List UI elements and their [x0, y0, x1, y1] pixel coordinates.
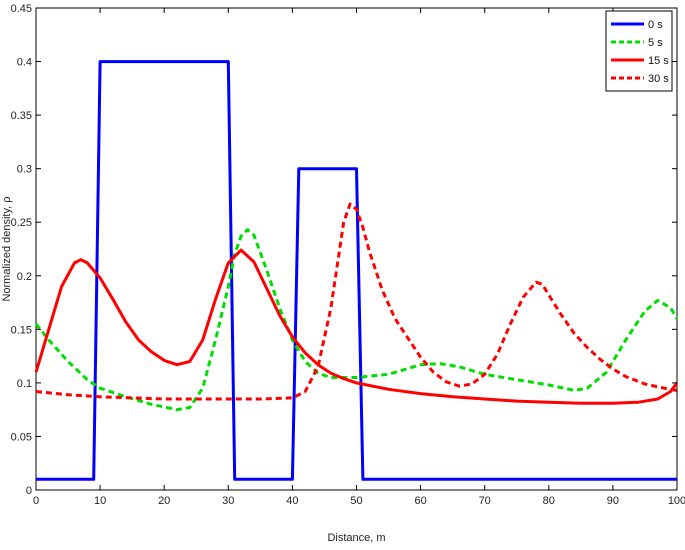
- y-axis-label: Normalized density, ρ: [1, 196, 13, 301]
- legend-label-3: 30 s: [648, 73, 669, 85]
- y-tick-label: 0.25: [11, 217, 32, 229]
- x-tick-label: 70: [479, 495, 491, 507]
- x-tick-label: 30: [222, 495, 234, 507]
- x-axis-label: Distance, m: [327, 532, 385, 544]
- series-line-2: [34, 248, 679, 405]
- y-tick-label: 0: [26, 485, 32, 497]
- y-tick-label: 0.35: [11, 110, 32, 122]
- series-line-3: [35, 202, 678, 401]
- x-tick-label: 0: [33, 495, 39, 507]
- y-tick-label: 0.2: [17, 271, 32, 283]
- y-tick-label: 0.4: [17, 57, 32, 69]
- y-tick-label: 0.3: [17, 164, 32, 176]
- y-tick-label: 0.15: [11, 324, 32, 336]
- ticks-layer: 0 10 20 30 40 50 60 70 80 90 100 0 0.05 0.1 0.15 0.2 0.2…: [11, 3, 685, 507]
- plot-frame: [35, 7, 678, 491]
- y-tick-label: 0.45: [11, 3, 32, 15]
- x-tick-label: 50: [350, 495, 362, 507]
- legend: 0 s 5 s 15 s 30 s: [605, 10, 673, 92]
- plot-area: [35, 7, 678, 491]
- legend-label-0: 0 s: [648, 19, 663, 31]
- x-tick-label: 80: [543, 495, 555, 507]
- x-tick-label: 60: [414, 495, 426, 507]
- x-tick-label: 90: [607, 495, 619, 507]
- legend-label-2: 15 s: [648, 55, 669, 67]
- x-tick-label: 20: [158, 495, 170, 507]
- y-tick-label: 0.1: [17, 378, 32, 390]
- series-layer: [34, 60, 679, 481]
- x-tick-label: 40: [286, 495, 298, 507]
- legend-label-1: 5 s: [648, 37, 663, 49]
- y-tick-label: 0.05: [11, 431, 32, 443]
- x-tick-label: 100: [668, 495, 685, 507]
- series-line-0: [36, 60, 677, 481]
- x-tick-label: 10: [94, 495, 106, 507]
